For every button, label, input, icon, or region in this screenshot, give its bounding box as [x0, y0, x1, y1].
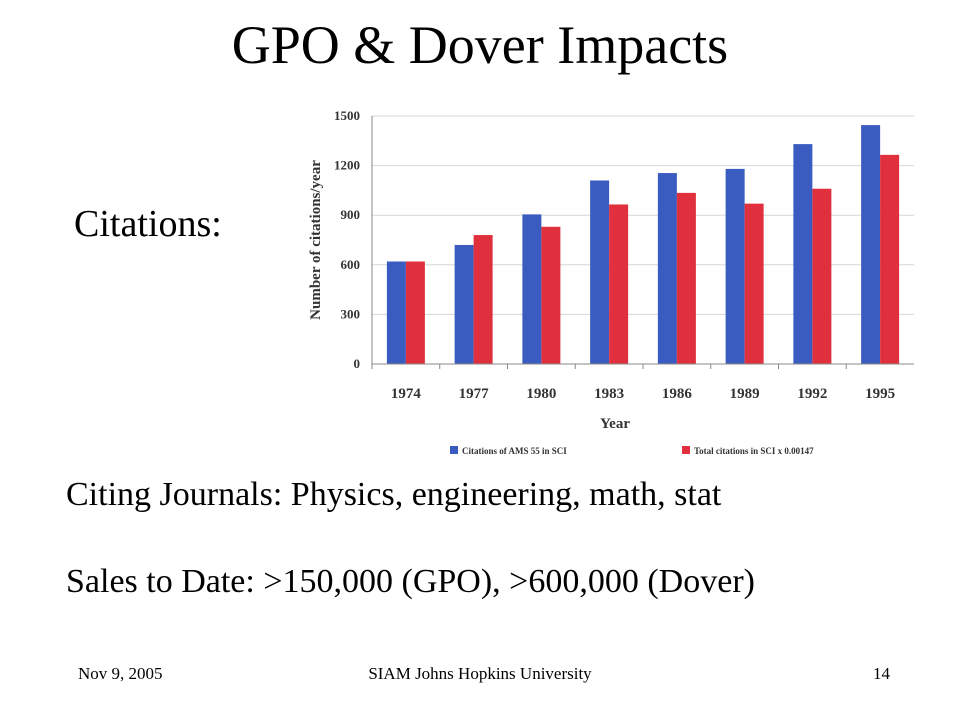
y-axis-title: Number of citations/year [308, 160, 324, 320]
citations-chart: 0 300 600 900 1200 1500 1974 1977 1980 1983 1986 19… [298, 96, 922, 472]
x-tick-label: 1995 [865, 386, 895, 402]
bar-total-1977 [473, 235, 493, 364]
y-tick-label: 1500 [334, 108, 360, 123]
citations-label: Citations: [74, 203, 222, 245]
legend-label: Citations of AMS 55 in SCI [462, 446, 567, 456]
bar-ams55-1989 [725, 168, 745, 364]
axes: 0 300 600 900 1200 1500 1974 1977 1980 1983 1986 19… [334, 108, 914, 402]
legend-label: Total citations in SCI x 0.00147 [694, 446, 814, 456]
legend-swatch [682, 446, 690, 454]
bar-total-1992 [812, 188, 832, 364]
y-tick-label: 300 [341, 306, 361, 321]
x-tick-label: 1989 [730, 386, 760, 402]
y-tick-label: 1200 [334, 158, 360, 173]
bar-total-1974 [405, 261, 425, 364]
bar-ams55-1980 [522, 214, 542, 364]
x-tick-label: 1992 [797, 386, 827, 402]
bar-total-1980 [541, 226, 561, 364]
chart-svg: 0 300 600 900 1200 1500 1974 1977 1980 1983 1986 19… [308, 108, 914, 456]
sales-text: Sales to Date: >150,000 (GPO), >600,000 … [66, 563, 755, 600]
y-tick-label: 0 [354, 356, 361, 371]
x-tick-label: 1983 [594, 386, 624, 402]
bar-ams55-1992 [793, 144, 813, 364]
bars [386, 125, 900, 364]
bar-total-1986 [676, 192, 696, 364]
slide-title: GPO & Dover Impacts [231, 15, 729, 75]
bar-ams55-1986 [657, 173, 677, 364]
bar-total-1989 [744, 203, 764, 364]
bar-ams55-1974 [386, 261, 406, 364]
y-tick-label: 900 [341, 207, 361, 222]
x-tick-label: 1977 [459, 386, 490, 402]
bar-ams55-1977 [454, 244, 474, 364]
bar-ams55-1983 [590, 180, 610, 364]
y-tick-label: 600 [341, 257, 361, 272]
citing-journals-text: Citing Journals: Physics, engineering, m… [66, 476, 722, 513]
footer-date: Nov 9, 2005 [78, 664, 163, 683]
x-tick-label: 1974 [391, 386, 422, 402]
bar-total-1995 [880, 154, 900, 364]
x-tick-label: 1986 [662, 386, 693, 402]
x-tick-label: 1980 [526, 386, 556, 402]
legend: Citations of AMS 55 in SCI Total citation… [450, 446, 814, 456]
bar-ams55-1995 [861, 125, 881, 364]
bar-total-1983 [609, 204, 629, 364]
page-number: 14 [873, 664, 890, 683]
footer-center-text: SIAM Johns Hopkins University [368, 664, 592, 683]
gridlines [372, 115, 914, 365]
legend-swatch [450, 446, 458, 454]
x-axis-title: Year [600, 416, 630, 432]
